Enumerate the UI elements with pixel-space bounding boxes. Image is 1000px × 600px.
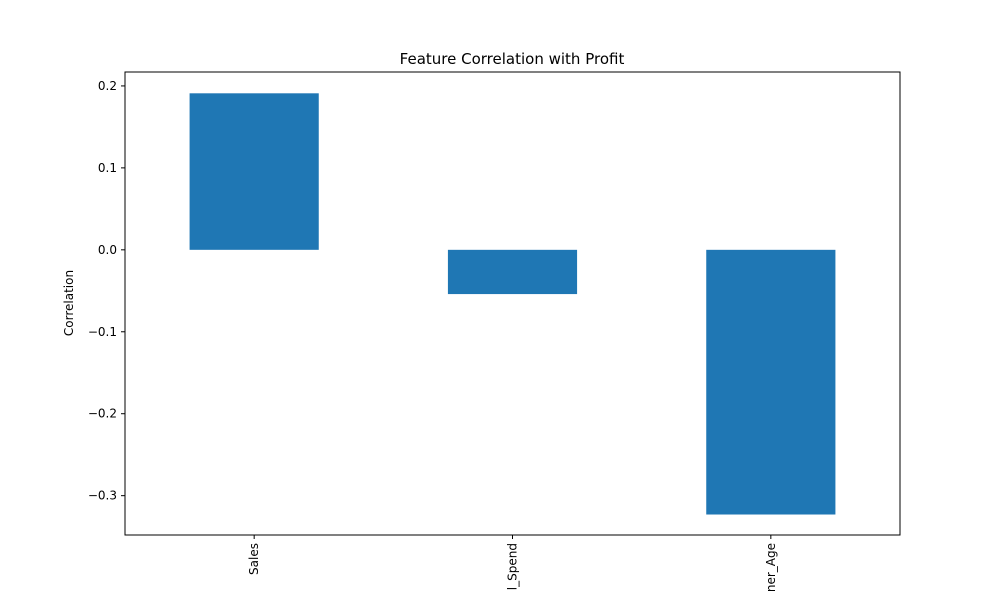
y-tick-label: −0.3: [88, 489, 117, 503]
bar-sales: [189, 93, 319, 250]
x-tick-label: Sales: [247, 543, 261, 575]
y-tick-label: 0.1: [98, 161, 117, 175]
y-tick-label: −0.2: [88, 407, 117, 421]
y-axis-label: Correlation: [62, 270, 76, 336]
chart-title: Feature Correlation with Profit: [400, 50, 625, 68]
y-tick-label: 0.2: [98, 79, 117, 93]
y-tick-label: −0.1: [88, 325, 117, 339]
plot-area: 0.2 0.1 0.0 −0.1 −0.2 −0.3 Sales l_Spend ner_Age: [88, 71, 901, 592]
y-tick-label: 0.0: [98, 243, 117, 257]
x-tick-label: l_Spend: [506, 543, 520, 590]
bar-l-spend: [447, 249, 578, 295]
x-tick-label: ner_Age: [764, 543, 778, 592]
bar-ner-age: [706, 249, 836, 515]
